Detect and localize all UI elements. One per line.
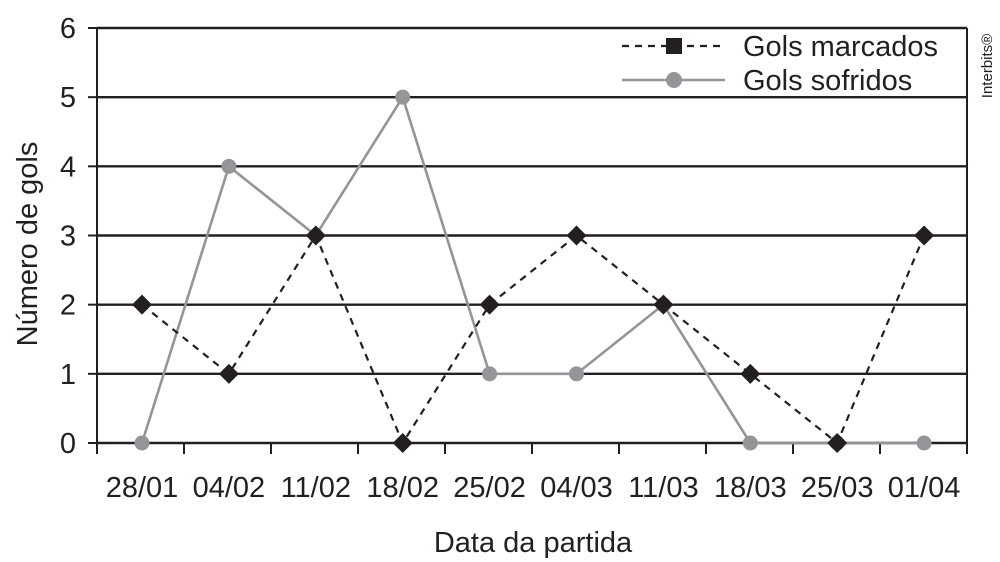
y-tick-label: 0 <box>60 428 76 460</box>
point-gols-marcados <box>566 225 587 246</box>
point-gols-marcados <box>653 294 674 315</box>
series <box>132 89 935 453</box>
point-gols-marcados <box>827 433 848 453</box>
point-gols-marcados <box>305 225 326 246</box>
y-tick-label: 3 <box>60 221 76 253</box>
y-tick-labels: 0 1 2 3 4 5 6 <box>60 13 76 460</box>
x-tick-label: 11/03 <box>628 472 698 504</box>
x-tick-label: 11/02 <box>281 472 351 504</box>
series-line-gols-marcados <box>141 233 926 446</box>
legend: Gols marcados Gols sofridos <box>622 31 938 97</box>
x-tick-label: 28/01 <box>106 472 179 504</box>
point-gols-sofridos <box>569 366 584 382</box>
credit-watermark: Interbits® <box>979 34 996 98</box>
x-tick-label: 25/02 <box>453 472 526 504</box>
point-gols-marcados <box>392 433 413 453</box>
point-gols-marcados <box>914 225 935 246</box>
y-tick-label: 2 <box>60 290 76 322</box>
series-gols-marcados <box>132 225 935 453</box>
legend-marker-gols-sofridos <box>666 72 682 88</box>
y-tick-label: 5 <box>60 82 76 114</box>
y-axis-title: Número de gols <box>12 142 44 347</box>
point-gols-marcados <box>132 294 152 315</box>
point-gols-marcados <box>479 294 500 315</box>
y-tick-label: 6 <box>60 13 76 45</box>
x-tick-labels: 28/01 04/02 11/02 18/02 25/02 04/03 11/03 18/03… <box>106 472 961 504</box>
point-gols-sofridos <box>134 435 150 451</box>
point-gols-sofridos <box>395 89 411 105</box>
x-tick-label: 18/02 <box>366 472 439 504</box>
y-tick-label: 1 <box>60 359 76 391</box>
point-gols-marcados <box>218 363 239 384</box>
point-gols-sofridos <box>742 435 758 451</box>
gridlines <box>97 26 967 445</box>
x-tick-label: 04/02 <box>193 472 266 504</box>
y-tick-label: 4 <box>60 151 76 183</box>
point-gols-marcados <box>740 363 761 384</box>
point-gols-sofridos <box>221 158 237 174</box>
x-tick-label: 25/03 <box>801 472 874 504</box>
point-gols-sofridos <box>482 366 498 382</box>
x-tick-label: 04/03 <box>540 472 613 504</box>
point-gols-sofridos <box>916 435 932 451</box>
axes <box>88 27 968 454</box>
x-axis-title: Data da partida <box>434 527 633 559</box>
x-tick-label: 18/03 <box>714 472 787 504</box>
legend-label-gols-sofridos: Gols sofridos <box>743 65 912 97</box>
x-tick-label: 01/04 <box>888 472 961 504</box>
legend-marker-gols-marcados <box>666 38 682 54</box>
legend-label-gols-marcados: Gols marcados <box>743 31 938 63</box>
series-line-gols-sofridos <box>140 94 925 445</box>
